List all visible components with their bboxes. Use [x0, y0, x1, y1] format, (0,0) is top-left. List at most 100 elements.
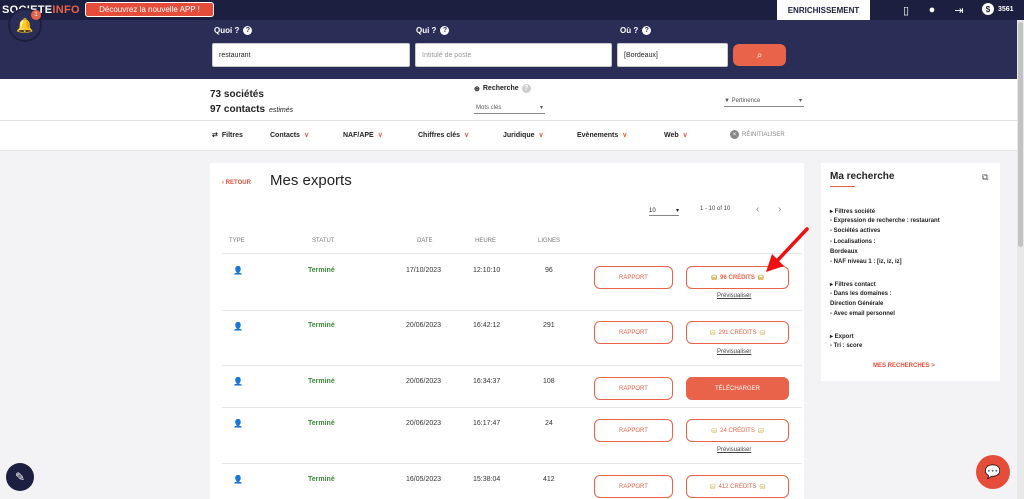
title-underline — [830, 186, 855, 187]
chevron-down-icon: ▾ — [798, 98, 802, 104]
filter-icon: ▼ — [724, 97, 730, 104]
filters-toggle[interactable]: ⇄ Filtres — [212, 131, 243, 140]
sliders-icon: ⇄ — [212, 132, 218, 139]
coin-icon: ⛁ — [759, 483, 766, 491]
col-heure: HEURE — [475, 238, 497, 244]
status: Terminé — [308, 476, 335, 483]
pagination-info: 1 - 10 of 10 — [700, 206, 731, 212]
coin-icon: ⛁ — [709, 483, 716, 491]
status: Terminé — [308, 322, 335, 329]
chevron-down-icon: ∨ — [622, 132, 628, 139]
summary-line: Bordeaux — [830, 249, 858, 255]
quoi-input[interactable]: restaurant — [212, 43, 410, 67]
qui-input[interactable]: Intitulé de poste — [415, 43, 612, 67]
my-searches-link[interactable]: MES RECHERCHES > — [873, 363, 935, 369]
rapport-button[interactable]: RAPPORT — [594, 321, 673, 344]
ou-input[interactable]: [Bordeaux] — [617, 43, 728, 67]
recherche-select[interactable]: Mots clés ▾ — [474, 102, 545, 114]
chevron-down-icon: ∨ — [464, 132, 470, 139]
scrollbar-thumb[interactable] — [1018, 22, 1023, 247]
coin-icon: ⛁ — [759, 329, 766, 337]
help-icon[interactable]: ? — [642, 26, 652, 35]
credits-button[interactable]: ⛁ 24 CRÉDITS ⛁ — [686, 419, 789, 442]
preview-link[interactable]: Prévisualiser — [717, 293, 752, 299]
date: 16/05/2023 — [406, 476, 442, 483]
col-lignes: LIGNES — [538, 238, 561, 244]
new-app-button[interactable]: Découvrez la nouvelle APP ! — [85, 2, 214, 17]
rapport-button[interactable]: RAPPORT — [594, 419, 673, 442]
enrichissement-button[interactable]: ENRICHISSEMENT — [777, 0, 870, 20]
crosshair-icon: ⊕ — [474, 85, 480, 93]
status: Terminé — [308, 267, 335, 274]
time: 12:10:10 — [473, 267, 501, 274]
summary-line: - Localisations : — [830, 239, 876, 245]
summary-line: - Expression de recherche : restaurant — [830, 218, 940, 224]
copy-icon[interactable]: ⧉ — [982, 172, 989, 182]
chevron-down-icon: ▾ — [539, 105, 543, 111]
notification-badge: 1 — [31, 10, 41, 20]
logout-icon[interactable]: ⇥ — [954, 4, 964, 17]
summary-line: - Dans les domaines : — [830, 291, 892, 297]
qui-label: Qui ?? — [416, 26, 450, 35]
status: Terminé — [308, 420, 335, 427]
prev-page-icon[interactable]: ‹ — [756, 204, 760, 215]
status: Terminé — [308, 378, 335, 385]
user-icon[interactable]: ● — [928, 4, 936, 16]
help-icon[interactable]: ? — [521, 84, 531, 93]
logo-accent-text: INFO — [52, 4, 80, 16]
summary-line: - NAF niveau 1 : [iz, iz, iz] — [830, 259, 902, 265]
user-icon: 👤 — [233, 419, 243, 428]
recherche-label: ⊕ Recherche? — [474, 84, 531, 93]
rapport-button[interactable]: RAPPORT — [594, 377, 673, 400]
filter-chiffres[interactable]: Chiffres clés ∨ — [418, 131, 470, 140]
filter-evenements[interactable]: Evènements ∨ — [577, 131, 628, 140]
col-date: DATE — [417, 238, 433, 244]
chat-icon[interactable]: 💬 — [976, 455, 1010, 489]
help-icon[interactable]: ? — [440, 26, 450, 35]
bell-icon[interactable]: 🔔 — [8, 8, 42, 42]
chevron-down-icon: ∨ — [682, 132, 688, 139]
credits-button[interactable]: ⛁ 291 CRÉDITS ⛁ — [686, 321, 789, 344]
quoi-label: Quoi ?? — [214, 26, 253, 35]
scrollbar[interactable] — [1017, 20, 1024, 499]
coin-icon: ⛁ — [711, 427, 718, 435]
credits-button[interactable]: ⛁ 412 CRÉDITS ⛁ — [686, 475, 789, 498]
download-button[interactable]: TÉLÉCHARGER — [686, 377, 789, 400]
search-summary-card — [821, 163, 1000, 381]
summary-line: ▸ Filtres société — [830, 209, 876, 215]
filter-bar — [0, 121, 1024, 151]
summary-line: Direction Générale — [830, 301, 884, 307]
credits-counter: $ 3561 — [982, 3, 1014, 15]
back-link[interactable]: ‹ RETOUR — [222, 180, 251, 186]
credits-button[interactable]: ⛁ 96 CRÉDITS ⛁ — [686, 266, 789, 289]
per-page-select[interactable]: 10 ▾ — [649, 207, 679, 216]
rapport-button[interactable]: RAPPORT — [594, 475, 673, 498]
preview-link[interactable]: Prévisualiser — [717, 447, 752, 453]
filter-naf[interactable]: NAF/APE ∨ — [343, 131, 383, 140]
reset-button[interactable]: × RÉINITIALISER — [730, 130, 785, 139]
lines: 291 — [543, 322, 555, 329]
help-icon[interactable]: ? — [243, 26, 253, 35]
divider — [222, 310, 802, 311]
search-button[interactable]: ⌕ — [733, 44, 786, 66]
filter-web[interactable]: Web ∨ — [664, 131, 688, 140]
lines: 108 — [543, 378, 555, 385]
side-title: Ma recherche — [830, 171, 895, 182]
book-icon[interactable]: ▯ — [902, 4, 910, 17]
divider — [222, 407, 802, 408]
contact-count: 97 contacts estimés — [210, 104, 294, 115]
ou-label: Où ?? — [620, 26, 652, 35]
lines: 24 — [545, 420, 553, 427]
page-title: Mes exports — [270, 172, 352, 189]
filter-juridique[interactable]: Juridique ∨ — [503, 131, 544, 140]
summary-line: ▸ Filtres contact — [830, 282, 876, 288]
rapport-button[interactable]: RAPPORT — [594, 266, 673, 289]
filter-contacts[interactable]: Contacts ∨ — [270, 131, 310, 140]
chevron-down-icon: ▾ — [675, 208, 679, 214]
sort-select[interactable]: ▼ Pertinence ▾ — [724, 95, 804, 107]
coin-icon: ⛁ — [757, 274, 764, 282]
credits-value: 3561 — [998, 5, 1014, 13]
next-page-icon[interactable]: › — [778, 204, 782, 215]
edit-icon[interactable]: ✎ — [6, 463, 34, 491]
preview-link[interactable]: Prévisualiser — [717, 349, 752, 355]
